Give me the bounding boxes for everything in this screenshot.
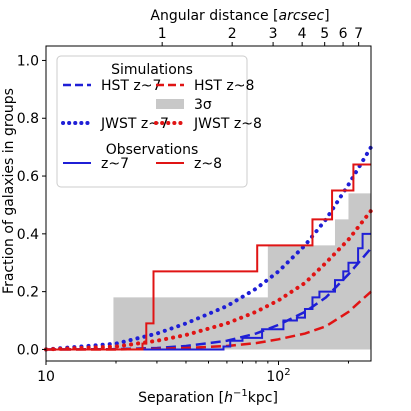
series-line-2 — [44, 145, 373, 352]
top-tick-label: 6 — [339, 26, 348, 42]
series-line-5 — [46, 163, 371, 351]
legend-obs-title: Observations — [106, 142, 199, 158]
series-line-4 — [46, 232, 371, 351]
legend-label: z~8 — [194, 156, 222, 172]
legend-label: HST z~8 — [194, 78, 254, 94]
x-tick-label: 102 — [266, 367, 290, 385]
legend-sim-title: Simulations — [111, 62, 193, 78]
legend-label: JWST z~8 — [193, 116, 262, 132]
y-tick-label: 0.6 — [17, 169, 39, 185]
top-tick-label: 2 — [228, 26, 237, 42]
y-tick-label: 0.8 — [17, 111, 39, 127]
legend-label: HST z~7 — [101, 78, 161, 94]
legend-label: z~7 — [101, 156, 129, 172]
top-tick-label: 4 — [298, 26, 307, 42]
axes-layer: 0.0 0.2 0.4 0.6 0.8 1.0 10 102 1 2 3 4 5 6 7 — [17, 26, 372, 385]
y-tick-label: 0.0 — [17, 342, 39, 358]
legend: Simulations Observations HST z~7 HST z~8 JWS… — [56, 55, 262, 188]
y-axis-label: Fraction of galaxies in groups — [1, 88, 17, 294]
x-axis-label: Separation [h−1kpc] — [138, 388, 278, 406]
x-tick-label: 10 — [37, 369, 55, 385]
top-tick-label: 7 — [354, 26, 363, 42]
y-tick-label: 1.0 — [17, 53, 39, 69]
legend-box — [56, 55, 248, 188]
sigma-band — [46, 164, 371, 350]
top-tick-label: 5 — [320, 26, 329, 42]
y-tick-label: 0.4 — [17, 227, 39, 243]
top-tick-label: 1 — [158, 26, 167, 42]
legend-handle — [156, 99, 184, 109]
legend-label: 3σ — [194, 97, 212, 113]
legend-label: JWST z~7 — [100, 116, 169, 132]
y-tick-label: 0.2 — [17, 285, 39, 301]
top-tick-label: 3 — [269, 26, 278, 42]
sigma-band-layer — [46, 164, 371, 350]
series-layer — [44, 145, 373, 352]
top-axis-label: Angular distance [arcsec] — [150, 8, 329, 24]
